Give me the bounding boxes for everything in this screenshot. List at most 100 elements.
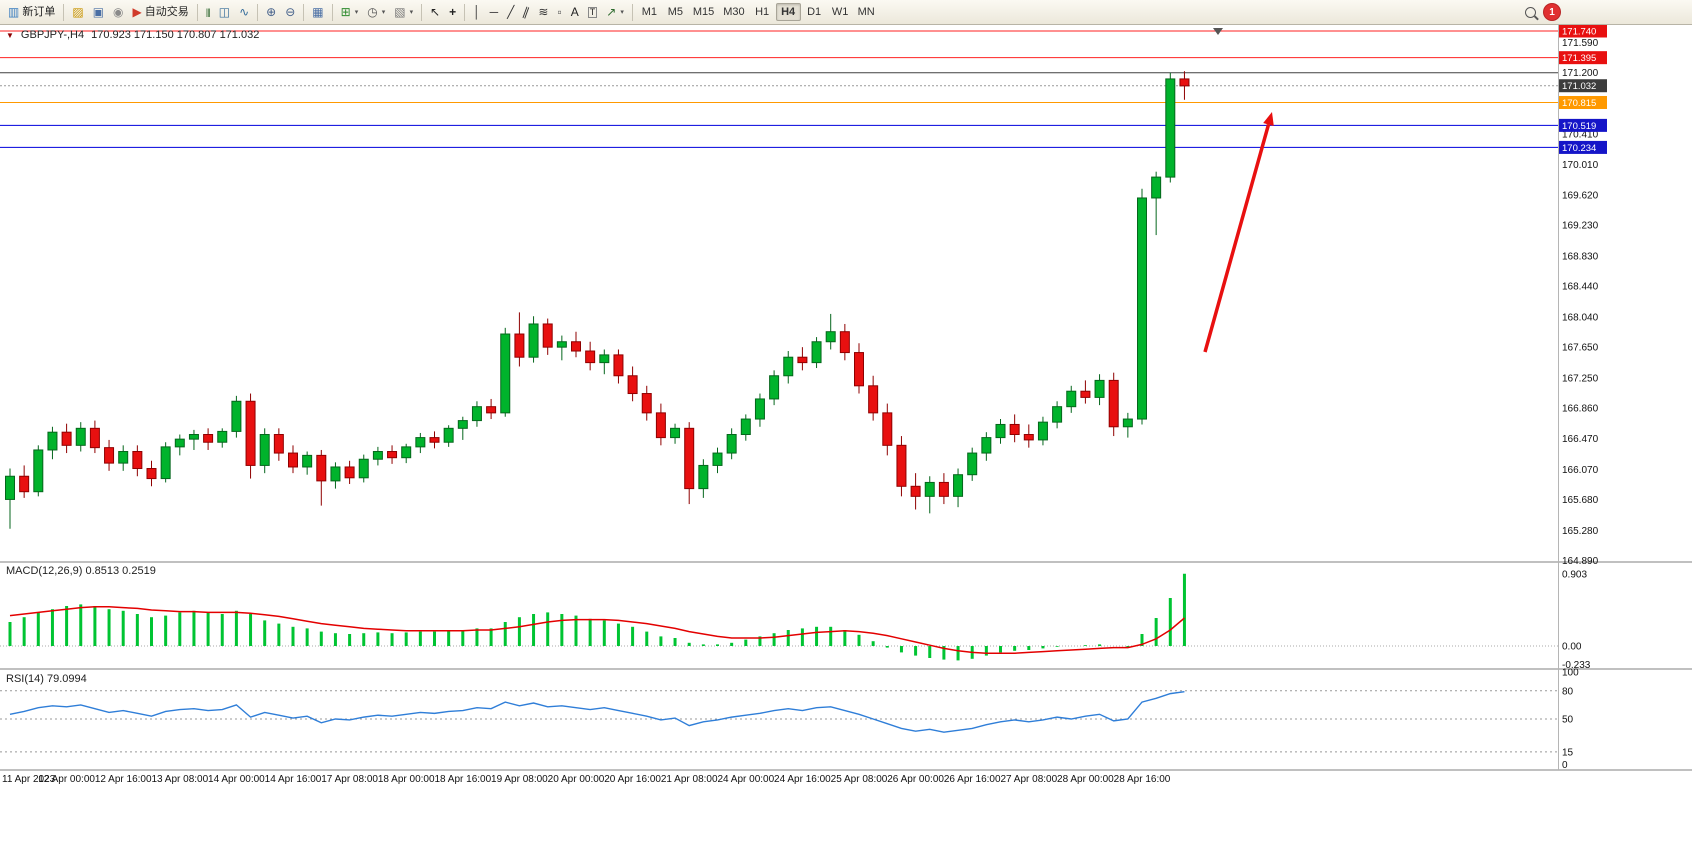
autotrading-button[interactable]: ▶ 自动交易 — [129, 2, 193, 22]
svg-text:171.395: 171.395 — [1562, 53, 1596, 64]
timeframe-h1-button[interactable]: H1 — [750, 3, 775, 21]
svg-text:170.234: 170.234 — [1562, 143, 1596, 154]
new-order-icon: ▥ — [8, 5, 20, 19]
crosshair-button[interactable]: + — [445, 2, 460, 22]
toolbar-separator — [464, 3, 466, 21]
svg-text:14 Apr 00:00: 14 Apr 00:00 — [208, 774, 265, 785]
svg-text:164.890: 164.890 — [1562, 556, 1599, 567]
svg-text:28 Apr 16:00: 28 Apr 16:00 — [1114, 774, 1171, 785]
search-icon[interactable] — [1525, 6, 1536, 18]
candlestick-chart-button[interactable]: ◫ — [215, 2, 234, 22]
text-button[interactable]: A — [567, 2, 583, 22]
svg-text:12 Apr 00:00: 12 Apr 00:00 — [38, 774, 95, 785]
new-order-button[interactable]: ▥ 新订单 — [4, 2, 59, 22]
horizontal-line-button[interactable]: ─ — [486, 2, 503, 22]
history-center-icon: ▨ — [72, 5, 84, 19]
candlestick-chart-icon: ◫ — [218, 5, 231, 19]
timeframe-w1-button[interactable]: W1 — [828, 3, 853, 21]
news-button[interactable]: ◉ — [109, 2, 127, 22]
zoom-out-button[interactable]: ⊖ — [281, 2, 299, 22]
timeframe-m1-button[interactable]: M1 — [637, 3, 662, 21]
timeframe-h4-button[interactable]: H4 — [775, 3, 801, 21]
svg-text:168.830: 168.830 — [1562, 251, 1599, 262]
chevron-down-icon: ▾ — [381, 8, 386, 16]
svg-text:24 Apr 16:00: 24 Apr 16:00 — [774, 774, 831, 785]
line-chart-button[interactable]: ∿ — [235, 2, 253, 22]
svg-text:14 Apr 16:00: 14 Apr 16:00 — [265, 774, 322, 785]
fibonacci-button[interactable]: ≋ — [534, 2, 552, 22]
text-label-button[interactable]: T — [584, 2, 602, 22]
bars-chart-icon: ||| — [205, 6, 211, 17]
toolbar-separator — [631, 3, 633, 21]
svg-text:26 Apr 16:00: 26 Apr 16:00 — [944, 774, 1001, 785]
notification-badge[interactable]: 1 — [1544, 4, 1560, 20]
new-chart-icon: ⊞ — [340, 5, 351, 19]
svg-text:11 Apr 2023: 11 Apr 2023 — [2, 774, 56, 785]
arrows-button[interactable]: ↗ ▾ — [602, 2, 628, 22]
arrows-icon: ↗ — [606, 5, 617, 19]
svg-text:25 Apr 08:00: 25 Apr 08:00 — [831, 774, 888, 785]
trendline-icon: ╱ — [507, 5, 515, 19]
svg-text:50: 50 — [1562, 715, 1574, 726]
timeframe-mn-button[interactable]: MN — [854, 3, 879, 21]
svg-text:168.040: 168.040 — [1562, 313, 1599, 324]
clock-icon: ◷ — [367, 5, 378, 19]
crosshair-icon: + — [449, 5, 457, 19]
svg-text:19 Apr 08:00: 19 Apr 08:00 — [491, 774, 548, 785]
cursor-icon: ↖ — [430, 5, 441, 19]
timeframe-m5-button[interactable]: M5 — [663, 3, 688, 21]
toolbar-separator — [421, 3, 423, 21]
svg-text:166.070: 166.070 — [1562, 465, 1599, 476]
svg-text:166.860: 166.860 — [1562, 404, 1599, 415]
toolbar-separator — [196, 3, 198, 21]
svg-text:167.650: 167.650 — [1562, 343, 1599, 354]
zoom-in-icon: ⊕ — [266, 5, 277, 19]
shapes-button[interactable]: ▫ — [553, 2, 565, 22]
timeframe-m30-button[interactable]: M30 — [719, 3, 748, 21]
svg-text:168.440: 168.440 — [1562, 282, 1599, 293]
new-chart-button[interactable]: ⊞ ▾ — [337, 2, 363, 22]
trendline-button[interactable]: ╱ — [503, 2, 518, 22]
chart-title: ▼ GBPJPY-,H4 170.923 171.150 170.807 171… — [6, 29, 259, 41]
autotrading-label: 自动交易 — [144, 5, 189, 18]
svg-text:17 Apr 08:00: 17 Apr 08:00 — [321, 774, 378, 785]
svg-text:0: 0 — [1562, 760, 1568, 771]
svg-text:171.200: 171.200 — [1562, 68, 1599, 79]
trend-arrow[interactable] — [1203, 112, 1274, 353]
fibonacci-icon: ≋ — [538, 5, 549, 19]
svg-text:12 Apr 16:00: 12 Apr 16:00 — [95, 774, 152, 785]
svg-text:20 Apr 16:00: 20 Apr 16:00 — [604, 774, 661, 785]
bars-chart-button[interactable]: ||| — [202, 2, 214, 22]
print-button[interactable]: ▣ — [89, 2, 108, 22]
channel-icon: ∥ — [521, 4, 532, 20]
chart-canvas[interactable]: 171.590 171.200 170.410 170.010 169.620 169.2… — [0, 25, 1692, 854]
svg-text:13 Apr 08:00: 13 Apr 08:00 — [151, 774, 208, 785]
zoom-in-button[interactable]: ⊕ — [262, 2, 280, 22]
chevron-down-icon: ▾ — [620, 8, 624, 16]
history-center-button[interactable]: ▨ — [68, 2, 87, 22]
symbol-dropdown-icon[interactable]: ▼ — [6, 30, 14, 40]
vertical-line-button[interactable]: │ — [469, 2, 485, 22]
svg-text:0.00: 0.00 — [1562, 642, 1582, 653]
new-order-label: 新订单 — [22, 5, 56, 18]
svg-text:170.010: 170.010 — [1562, 160, 1599, 171]
svg-text:166.470: 166.470 — [1562, 434, 1599, 445]
svg-text:165.280: 165.280 — [1562, 526, 1599, 537]
text-label-icon: T — [587, 6, 598, 18]
toolbar-separator — [303, 3, 305, 21]
timeframe-m15-button[interactable]: M15 — [689, 3, 718, 21]
chevron-down-icon: ▾ — [354, 8, 359, 16]
timeframe-d1-button[interactable]: D1 — [802, 3, 827, 21]
templates-button[interactable]: ▧ ▾ — [390, 2, 417, 22]
cursor-button[interactable]: ↖ — [426, 2, 444, 22]
main-toolbar: ▥ 新订单 ▨ ▣ ◉ ▶ 自动交易 ||| ◫ ∿ ⊕ ⊖ ▦ ⊞ ▾ ◷ ▾ ▧… — [0, 0, 1692, 25]
vertical-line-icon: │ — [473, 5, 481, 19]
period-button[interactable]: ◷ ▾ — [363, 2, 389, 22]
price-lines[interactable]: 171.740 171.395 171.032 170.815 170.519 170.2… — [0, 25, 1607, 154]
channel-button[interactable]: ∥ — [519, 2, 533, 22]
tile-windows-button[interactable]: ▦ — [308, 2, 327, 22]
zoom-out-icon: ⊖ — [285, 5, 296, 19]
svg-text:18 Apr 00:00: 18 Apr 00:00 — [378, 774, 435, 785]
text-icon: A — [570, 5, 579, 19]
